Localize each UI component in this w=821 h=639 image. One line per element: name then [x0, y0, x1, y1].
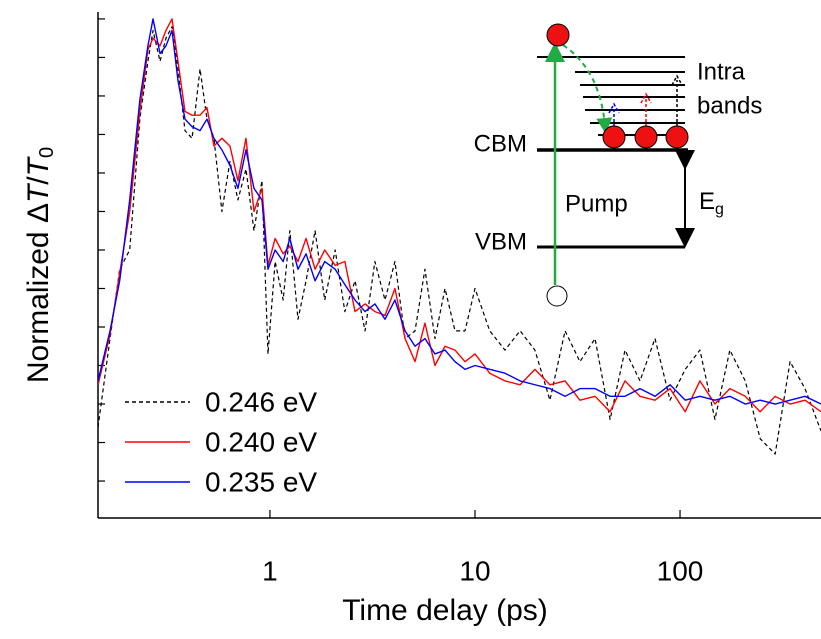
y-label-t: T [22, 182, 55, 203]
intraband-arrow [608, 102, 620, 127]
y-label-slash: / [22, 176, 55, 185]
bands-label: bands [697, 92, 762, 119]
intraband-arrow [640, 92, 652, 127]
series-group [98, 18, 821, 455]
legend-label: 0.235 eV [205, 466, 317, 497]
electron [665, 125, 689, 149]
electron [634, 125, 658, 149]
intra-label: Intra [697, 58, 746, 85]
y-label-sub: 0 [36, 147, 58, 158]
relaxation-arrow [562, 44, 613, 134]
pump-label: Pump [565, 190, 628, 217]
electron [602, 125, 626, 149]
y-axis-label: Normalized ΔT/T0 [22, 147, 58, 383]
x-axis-label: Time delay (ps) [342, 594, 548, 627]
inset-diagram: CBM VBM Pump Intra bands Eg [474, 23, 762, 307]
cbm-label: CBM [474, 130, 527, 157]
hole [546, 285, 568, 307]
data-line [98, 18, 821, 405]
data-line [98, 26, 821, 455]
gap-label-sub: g [715, 201, 724, 218]
intraband-arrow [671, 74, 683, 127]
y-label-t: T [22, 155, 55, 176]
legend-label: 0.240 eV [205, 426, 317, 457]
gap-label: Eg [699, 188, 724, 218]
electron [546, 23, 570, 47]
x-tick-label: 100 [657, 555, 704, 586]
legend-label: 0.246 eV [205, 386, 317, 417]
x-tick-label: 1 [262, 555, 278, 586]
y-label-text: Normalized Δ [22, 203, 55, 383]
gap-label-main: E [699, 188, 715, 215]
legend: 0.246 eV 0.240 eV 0.235 eV [125, 386, 317, 497]
axes [97, 12, 821, 519]
x-tick-label: 10 [459, 555, 490, 586]
vbm-label: VBM [475, 228, 527, 255]
